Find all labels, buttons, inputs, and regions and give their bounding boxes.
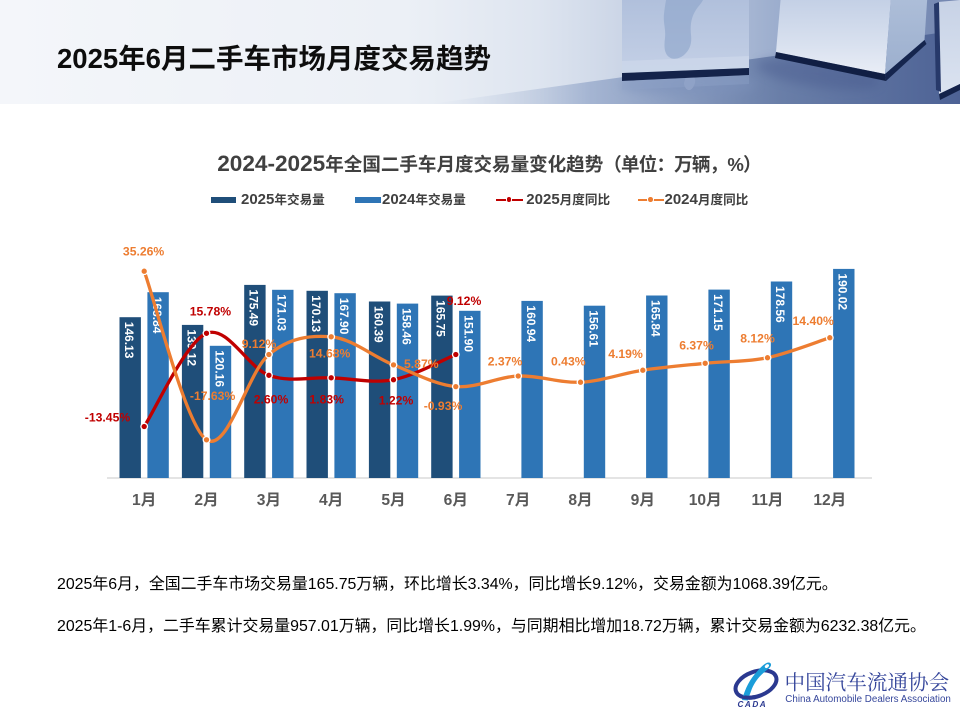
svg-text:167.90: 167.90 [337,298,351,335]
svg-text:146.13: 146.13 [122,322,136,359]
svg-text:China Automobile Dealers Assoc: China Automobile Dealers Association [785,694,951,705]
svg-text:7月: 7月 [506,492,530,509]
svg-text:120.16: 120.16 [212,350,226,387]
svg-text:35.26%: 35.26% [123,245,164,259]
svg-text:1.22%: 1.22% [379,393,414,407]
svg-text:8.12%: 8.12% [740,331,775,345]
svg-text:2.37%: 2.37% [488,355,523,369]
svg-text:2.60%: 2.60% [254,392,289,406]
svg-text:-0.93%: -0.93% [424,399,463,413]
svg-text:171.15: 171.15 [711,294,725,331]
svg-text:5月: 5月 [381,492,405,509]
svg-text:165.84: 165.84 [649,300,663,337]
svg-text:156.61: 156.61 [586,310,600,347]
svg-text:5.87%: 5.87% [404,357,439,371]
svg-text:160.94: 160.94 [524,305,538,342]
svg-text:170.13: 170.13 [309,295,323,332]
svg-text:14.68%: 14.68% [309,347,350,361]
svg-text:3月: 3月 [257,492,281,509]
svg-text:CADA: CADA [738,700,768,709]
svg-text:6月: 6月 [444,492,468,509]
svg-text:8月: 8月 [568,492,592,509]
svg-text:151.90: 151.90 [462,315,476,352]
svg-text:15.78%: 15.78% [190,305,231,319]
svg-text:0.43%: 0.43% [551,355,586,369]
svg-text:178.56: 178.56 [773,286,787,323]
svg-text:9月: 9月 [631,492,655,509]
svg-text:1.83%: 1.83% [309,392,344,406]
svg-text:中国汽车流通协会: 中国汽车流通协会 [785,672,950,695]
svg-text:-17.63%: -17.63% [190,389,236,403]
svg-text:2月: 2月 [194,492,218,509]
svg-text:10月: 10月 [689,492,722,509]
svg-text:165.75: 165.75 [434,300,448,337]
svg-text:11月: 11月 [751,492,783,509]
svg-text:4月: 4月 [319,492,343,509]
svg-text:6.37%: 6.37% [679,338,714,352]
svg-text:12月: 12月 [813,492,846,509]
svg-text:9.12%: 9.12% [447,294,482,308]
svg-text:14.40%: 14.40% [793,314,834,328]
svg-text:158.46: 158.46 [399,308,413,345]
svg-text:190.02: 190.02 [836,273,850,310]
svg-text:1月: 1月 [132,492,156,509]
svg-text:9.12%: 9.12% [242,337,277,351]
svg-text:4.19%: 4.19% [608,347,643,361]
svg-text:-13.45%: -13.45% [85,411,131,425]
svg-text:171.03: 171.03 [275,294,289,331]
svg-text:160.39: 160.39 [371,306,385,343]
svg-text:175.49: 175.49 [247,289,261,326]
